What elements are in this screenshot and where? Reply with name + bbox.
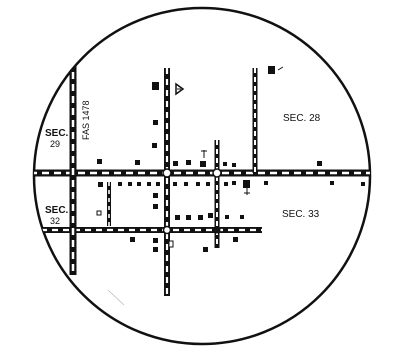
building	[243, 180, 250, 188]
building	[130, 237, 135, 242]
building	[153, 120, 158, 125]
building	[200, 161, 206, 167]
building	[186, 215, 191, 220]
building	[156, 182, 160, 186]
building	[152, 82, 159, 90]
building	[206, 182, 210, 186]
building	[96, 210, 102, 216]
section-label-32-line2: 32	[50, 216, 60, 226]
road-label-fas-1478: FAS 1478	[81, 100, 91, 140]
building	[137, 182, 141, 186]
building	[317, 161, 322, 166]
building	[369, 182, 370, 186]
road-network	[34, 60, 370, 296]
building	[264, 181, 268, 185]
building	[223, 162, 227, 166]
building	[240, 215, 244, 219]
building	[175, 215, 180, 220]
building	[232, 163, 236, 167]
building	[224, 182, 228, 186]
building	[208, 213, 213, 218]
buildings	[96, 66, 370, 252]
building	[232, 181, 236, 185]
building	[268, 66, 275, 74]
building	[361, 182, 365, 186]
building	[147, 182, 151, 186]
church-marker	[168, 240, 174, 248]
building	[98, 182, 103, 187]
building	[173, 161, 178, 166]
faint-line	[107, 289, 125, 306]
building	[186, 160, 191, 165]
building	[196, 182, 200, 186]
building	[153, 193, 158, 198]
section-label-33: SEC. 33	[282, 209, 320, 220]
building	[203, 247, 208, 252]
building	[233, 237, 238, 242]
building	[225, 215, 229, 219]
building	[153, 238, 158, 243]
building	[173, 182, 177, 186]
building	[152, 143, 157, 148]
building	[330, 181, 334, 185]
building	[97, 159, 102, 164]
section-label-28: SEC. 28	[283, 113, 321, 124]
building	[135, 160, 140, 165]
section-label-32-line1: SEC.	[45, 205, 69, 216]
section-label-29-line2: 29	[50, 139, 60, 149]
landmark-symbols	[168, 66, 284, 248]
building	[198, 215, 203, 220]
section-label-29-line1: SEC.	[45, 128, 69, 139]
building	[153, 204, 158, 209]
building	[184, 182, 188, 186]
building	[128, 182, 132, 186]
building	[118, 182, 122, 186]
building	[153, 247, 158, 252]
